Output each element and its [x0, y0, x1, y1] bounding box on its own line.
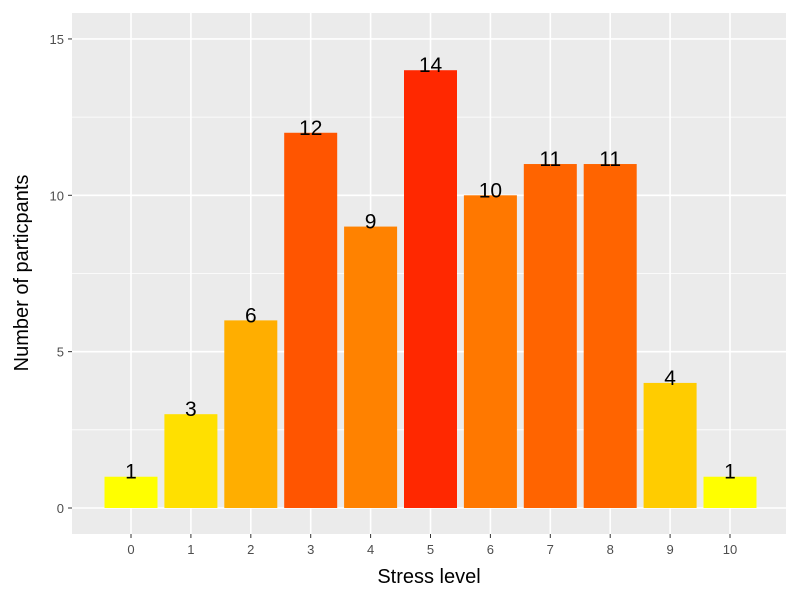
bars	[104, 70, 757, 509]
x-tick-label: 0	[127, 542, 134, 557]
data-label: 11	[539, 148, 561, 171]
data-label: 3	[185, 398, 197, 421]
data-label: 1	[724, 461, 736, 484]
bar	[583, 164, 637, 508]
x-tick-label: 9	[666, 542, 673, 557]
bar	[703, 476, 757, 508]
data-label: 12	[299, 117, 322, 140]
bar	[104, 476, 158, 508]
x-tick-label: 2	[247, 542, 254, 557]
x-tick-label: 4	[367, 542, 374, 557]
y-tick-label: 15	[50, 32, 64, 47]
bar	[344, 226, 398, 508]
x-tick-label: 3	[307, 542, 314, 557]
bar	[404, 70, 457, 508]
x-tick-label: 5	[427, 542, 434, 557]
data-label: 1	[125, 461, 137, 484]
data-labels: 1 3 6 12 9 14 10 11 11 4 1	[125, 54, 736, 484]
bar	[284, 132, 338, 508]
bar	[224, 320, 278, 508]
data-label: 14	[419, 54, 443, 77]
x-axis: 0 1 2 3 4 5 6 7 8 9 10	[127, 534, 737, 557]
bar	[643, 382, 697, 508]
bar	[523, 164, 577, 508]
data-label: 10	[479, 179, 502, 202]
bar	[164, 414, 218, 508]
bar	[463, 195, 517, 509]
x-tick-label: 6	[487, 542, 494, 557]
y-axis: 0 5 10 15	[50, 32, 72, 516]
y-axis-title: Number of particpants	[11, 175, 33, 372]
y-tick-label: 10	[50, 188, 64, 203]
data-label: 4	[664, 367, 676, 390]
y-tick-label: 0	[57, 501, 64, 516]
x-tick-label: 7	[547, 542, 554, 557]
data-label: 11	[599, 148, 621, 171]
x-axis-title: Stress level	[377, 566, 480, 588]
data-label: 9	[365, 211, 377, 234]
data-label: 6	[245, 304, 257, 327]
x-tick-label: 8	[607, 542, 614, 557]
x-tick-label: 1	[187, 542, 194, 557]
x-tick-label: 10	[723, 542, 737, 557]
y-tick-label: 5	[57, 345, 64, 360]
